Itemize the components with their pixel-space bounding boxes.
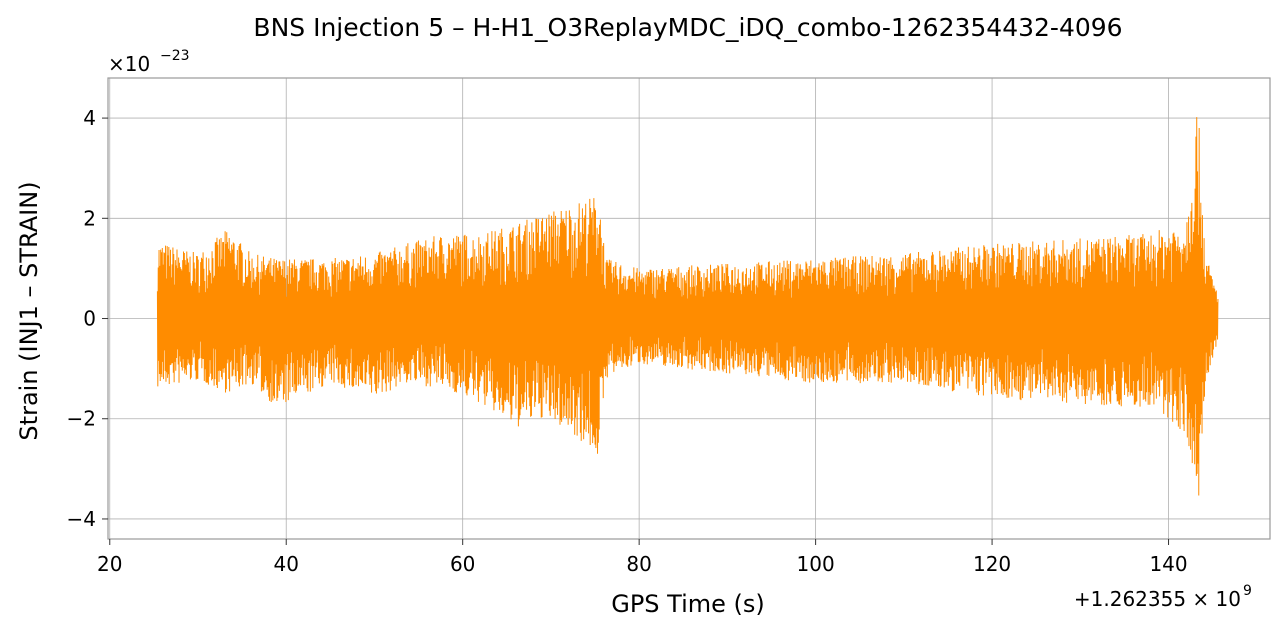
x-axis-label: GPS Time (s) xyxy=(611,590,765,618)
x-offset-base: +1.262355 × 10 xyxy=(1074,587,1241,611)
y-axis-label: Strain (INJ1 – STRAIN) xyxy=(15,181,43,440)
y-tick-label: 2 xyxy=(83,206,96,230)
chart-title: BNS Injection 5 – H-H1_O3ReplayMDC_iDQ_c… xyxy=(253,13,1122,42)
x-tick-label: 20 xyxy=(97,552,122,576)
y-tick-label: 4 xyxy=(83,106,96,130)
y-scale-exponent: −23 xyxy=(160,48,190,64)
x-tick-label: 80 xyxy=(626,552,651,576)
x-offset-exponent: 9 xyxy=(1243,583,1252,599)
y-scale-base: ×10 xyxy=(108,52,150,76)
x-tick-label: 100 xyxy=(797,552,835,576)
x-tick-label: 140 xyxy=(1149,552,1187,576)
axes-frame xyxy=(107,77,1271,540)
x-axis-ticks: 20 40 60 80 100 120 140 xyxy=(97,539,1188,576)
x-tick-label: 120 xyxy=(973,552,1011,576)
x-offset-text: +1.262355 × 10 9 xyxy=(1074,583,1252,611)
plot-area xyxy=(156,117,1219,496)
y-scale-multiplier: ×10 −23 xyxy=(108,48,190,76)
x-tick-label: 60 xyxy=(450,552,475,576)
y-axis-ticks: 4 2 0 −2 −4 xyxy=(67,106,108,531)
x-tick-label: 40 xyxy=(273,552,298,576)
y-tick-label: −2 xyxy=(67,407,96,431)
y-tick-label: −4 xyxy=(67,507,96,531)
y-tick-label: 0 xyxy=(83,307,96,331)
strain-series-line xyxy=(156,117,1219,496)
